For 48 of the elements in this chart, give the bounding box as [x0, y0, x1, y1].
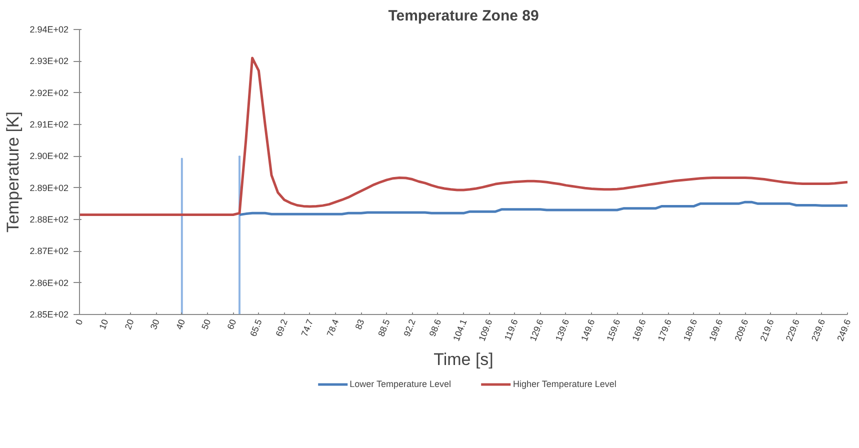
- y-tick-label: 2.94E+02: [30, 24, 69, 34]
- x-tick-label: 129.6: [528, 318, 546, 342]
- x-tick-label: 65.5: [248, 318, 264, 338]
- legend-label: Lower Temperature Level: [350, 379, 451, 389]
- legend-label: Higher Temperature Level: [513, 379, 616, 389]
- y-tick-label: 2.93E+02: [30, 56, 69, 66]
- y-tick-label: 2.90E+02: [30, 151, 69, 162]
- x-tick-label: 30: [148, 318, 162, 331]
- y-tick-label: 2.92E+02: [30, 88, 69, 98]
- line-series: [238, 200, 848, 216]
- x-tick-label: 119.6: [502, 318, 520, 342]
- y-tick-label: 2.88E+02: [30, 214, 69, 224]
- x-tick-label: 60: [225, 318, 238, 331]
- x-tick-label: 189.6: [682, 318, 700, 342]
- x-tick-label: 88.5: [376, 318, 392, 338]
- y-tick-label: 2.86E+02: [30, 278, 69, 288]
- x-tick-label: 20: [122, 318, 136, 331]
- x-tick-label: 219.6: [758, 318, 776, 342]
- y-tick-label: 2.91E+02: [30, 120, 69, 130]
- x-tick-label: 10: [97, 318, 110, 331]
- x-tick-label: 98.6: [427, 318, 444, 338]
- y-axis-title: Temperature [K]: [4, 112, 23, 232]
- x-tick-label: 139.6: [554, 318, 572, 342]
- x-tick-label: 229.6: [784, 318, 802, 342]
- x-tick-label: 40: [174, 318, 188, 331]
- x-tick-label: 249.6: [835, 318, 853, 342]
- x-tick-label: 74.7: [299, 318, 316, 338]
- y-tick-label: 2.89E+02: [30, 182, 69, 193]
- x-tick-label: 0: [73, 318, 85, 326]
- x-tick-label: 179.6: [656, 318, 674, 342]
- x-tick-label: 109.6: [476, 318, 494, 342]
- y-tick-label: 2.85E+02: [30, 310, 69, 320]
- line-series: [80, 56, 848, 216]
- x-tick-label: 78.4: [324, 318, 341, 338]
- x-tick-label: 69.2: [274, 318, 290, 338]
- x-tick-label: 199.6: [707, 318, 725, 342]
- x-tick-label: 50: [200, 318, 213, 331]
- x-tick-label: 159.6: [604, 318, 622, 342]
- x-axis-title: Time [s]: [434, 350, 494, 370]
- x-tick-label: 92.2: [402, 318, 418, 338]
- y-tick-label: 2.87E+02: [30, 246, 69, 256]
- x-tick-label: 239.6: [810, 318, 828, 342]
- x-tick-label: 104.1: [451, 318, 469, 342]
- chart-title: Temperature Zone 89: [388, 8, 539, 24]
- x-tick-label: 209.6: [732, 318, 750, 342]
- x-tick-label: 169.6: [630, 318, 648, 342]
- x-tick-label: 83: [353, 318, 366, 331]
- x-tick-label: 149.6: [579, 318, 597, 342]
